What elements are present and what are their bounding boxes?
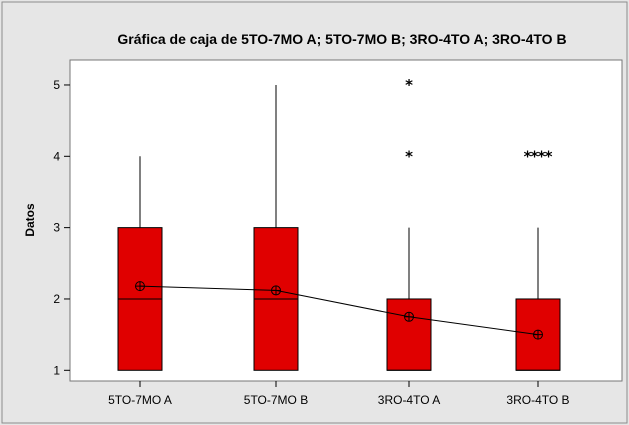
- outlier-point: *: [545, 147, 553, 165]
- box-iqr: [386, 298, 432, 371]
- y-tick-label: 4: [53, 149, 60, 163]
- y-tick-label: 3: [53, 221, 60, 235]
- x-tick-label: 3RO-4TO A: [378, 393, 440, 407]
- box-1: [117, 156, 163, 371]
- outlier-point: *: [524, 147, 532, 165]
- outlier-point: *: [405, 76, 413, 94]
- y-axis-label: Datos: [23, 203, 37, 237]
- box-2: [253, 84, 299, 371]
- mean-line: [139, 285, 539, 336]
- outlier-point: *: [531, 147, 539, 165]
- mean-marker: [135, 281, 145, 292]
- box-series: *** * * *: [117, 76, 561, 371]
- y-tick-label: 1: [53, 363, 60, 377]
- mean-marker: [271, 285, 281, 296]
- y-tick-label: 5: [53, 78, 60, 92]
- x-tick-label: 5TO-7MO A: [108, 393, 172, 407]
- box-3: **: [386, 76, 432, 371]
- mean-marker: [404, 311, 414, 322]
- y-tick-label: 2: [53, 292, 60, 306]
- mean-marker: [533, 329, 543, 340]
- mean-connect-line: [135, 281, 543, 340]
- outlier-point: *: [405, 147, 413, 165]
- x-axis: 5TO-7MO A 5TO-7MO B 3RO-4TO A 3RO-4TO B: [108, 381, 570, 407]
- x-tick-label: 5TO-7MO B: [244, 393, 308, 407]
- x-tick-label: 3RO-4TO B: [506, 393, 569, 407]
- chart-title: Gráfica de caja de 5TO-7MO A; 5TO-7MO B;…: [117, 31, 566, 47]
- outlier-point: *: [538, 147, 546, 165]
- y-axis: 1 2 3 4 5: [53, 78, 70, 377]
